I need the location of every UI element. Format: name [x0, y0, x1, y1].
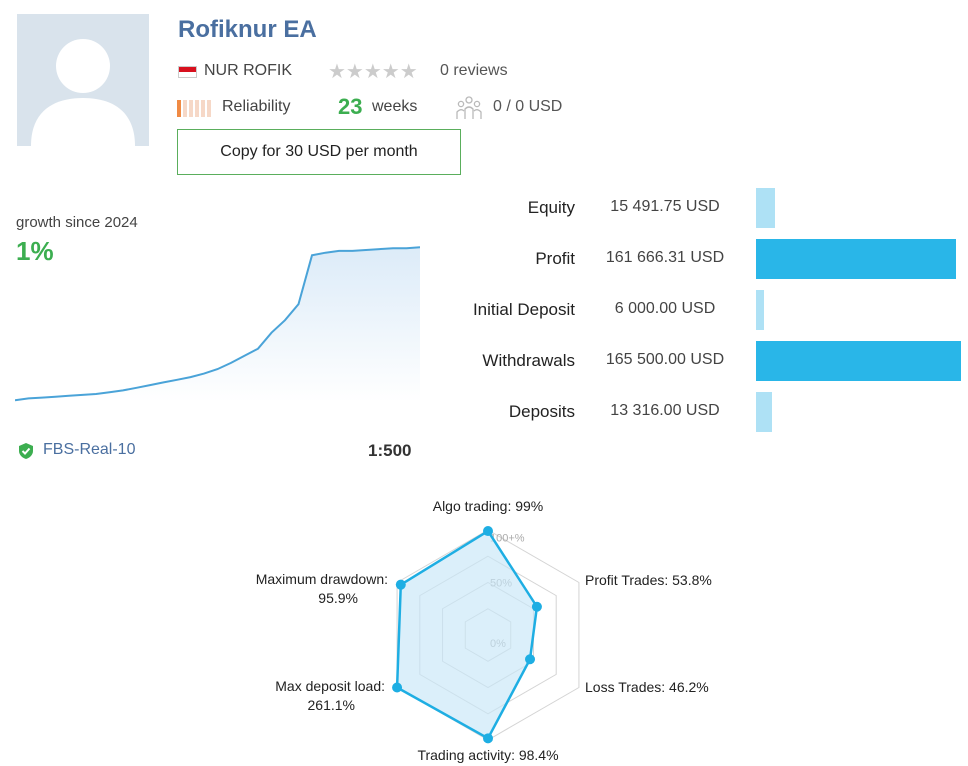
radar-axis-label: Maximum drawdown: — [256, 571, 388, 587]
radar-point — [483, 733, 493, 744]
stat-bar — [756, 239, 956, 279]
subscribers-icon — [455, 95, 483, 121]
radar-axis-label: Algo trading: 99% — [433, 498, 544, 514]
stat-label: Deposits — [508, 402, 575, 421]
verified-shield-icon — [17, 442, 35, 460]
radar-axis-label: 261.1% — [308, 697, 355, 713]
radar-axis-label: Max deposit load: — [275, 678, 385, 694]
growth-label: growth since 2024 — [16, 214, 138, 231]
growth-chart[interactable] — [15, 238, 420, 408]
stat-value: 13 316.00 USD — [610, 402, 720, 419]
avatar[interactable] — [17, 14, 149, 146]
stat-label: Profit — [535, 249, 575, 268]
user-silhouette-icon — [31, 39, 135, 146]
radar-axis-label: Profit Trades: 53.8% — [585, 572, 712, 588]
signal-title[interactable]: Rofiknur EA — [178, 16, 317, 43]
stat-bar — [756, 188, 775, 228]
stat-bar — [756, 392, 772, 432]
subscribers-value: 0 / 0 USD — [493, 98, 563, 115]
stat-bar — [756, 341, 961, 381]
growth-value: 1% — [16, 236, 54, 266]
radar-ring-label: 100+% — [490, 532, 525, 544]
copy-subscribe-button[interactable]: Copy for 30 USD per month — [177, 129, 461, 175]
country-flag-icon — [178, 66, 197, 78]
reviews-count[interactable]: 0 reviews — [440, 62, 508, 79]
radar-point — [395, 579, 406, 590]
stat-value: 6 000.00 USD — [614, 300, 716, 317]
stat-label: Withdrawals — [482, 351, 575, 370]
leverage-value: 1:500 — [368, 441, 412, 460]
radar-point — [483, 526, 493, 537]
stat-value: 165 500.00 USD — [605, 351, 725, 368]
broker-server-link[interactable]: FBS-Real-10 — [43, 441, 136, 458]
stat-value: 15 491.75 USD — [610, 198, 720, 215]
growth-area — [15, 247, 420, 402]
radar-axis-label: 95.9% — [318, 590, 358, 606]
radar-point — [525, 654, 536, 665]
stat-value: 161 666.31 USD — [605, 249, 725, 266]
weeks-count: 23 — [338, 94, 363, 119]
reliability-label: Reliability — [222, 98, 291, 115]
radar-point — [392, 682, 403, 693]
growth-line — [15, 246, 420, 402]
stat-label: Initial Deposit — [472, 300, 575, 319]
rating-stars-icon: ★★★★★ — [328, 61, 418, 83]
stat-bar — [756, 290, 764, 330]
weeks-label: weeks — [372, 98, 418, 115]
reliability-bars-icon — [177, 100, 215, 117]
radar-area — [395, 529, 539, 741]
radar-point — [531, 601, 542, 612]
radar-axis-label: Loss Trades: 46.2% — [585, 679, 709, 695]
radar-axis-label: Trading activity: 98.4% — [417, 747, 558, 763]
radar-chart: 100+%50%0%Algo trading: 99%Profit Trades… — [256, 498, 712, 763]
author-name[interactable]: NUR ROFIK — [204, 62, 292, 79]
stat-label: Equity — [527, 198, 575, 217]
